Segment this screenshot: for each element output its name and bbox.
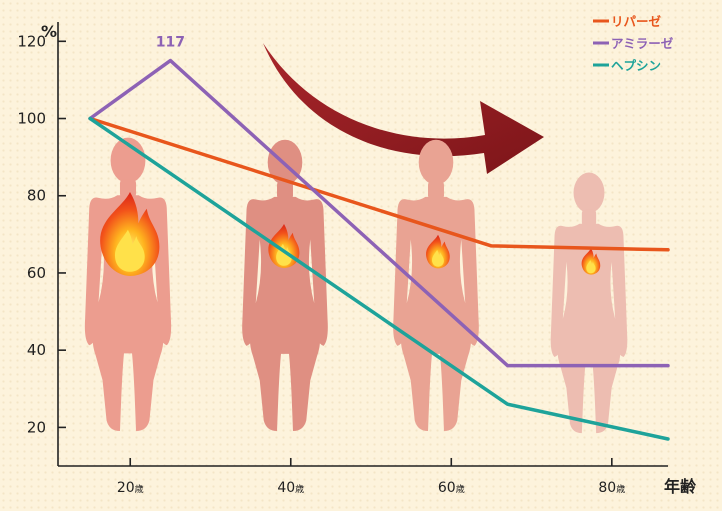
y-tick-label: 80 [27,187,46,205]
series-line-0 [88,116,670,252]
legend-label: リパーゼ [611,14,662,29]
x-tick-label: 20歳 [117,480,144,496]
legend-label: ヘプシン [611,58,661,73]
y-axis: 20 40 60 80 100 120 [17,22,66,466]
annotation-layer: 117 [156,35,185,51]
figure-age-40 [242,139,328,431]
figure-age-80 [550,172,628,434]
figure-age-20 [84,137,172,432]
y-tick-label: 100 [17,110,46,128]
series-line-2 [88,116,670,441]
y-axis-unit: % [41,22,57,41]
x-tick-label: 60歳 [438,480,465,496]
legend-label: アミラーゼ [611,36,674,51]
figure-age-60 [393,139,479,431]
aging-trend-arrow [263,43,544,174]
series-line-1 [88,58,670,368]
y-tick-label: 60 [27,264,46,282]
x-axis: 20歳 40歳 60歳 80歳 [58,458,668,496]
x-tick-label: 40歳 [277,480,304,496]
data-label: 117 [156,35,185,51]
y-tick-label: 20 [27,418,46,436]
y-tick-label: 40 [27,341,46,359]
series-layer [88,58,670,441]
x-tick-label: 80歳 [598,480,625,496]
y-tick-label: 120 [17,32,46,50]
x-axis-label: 年齢 [664,477,697,496]
